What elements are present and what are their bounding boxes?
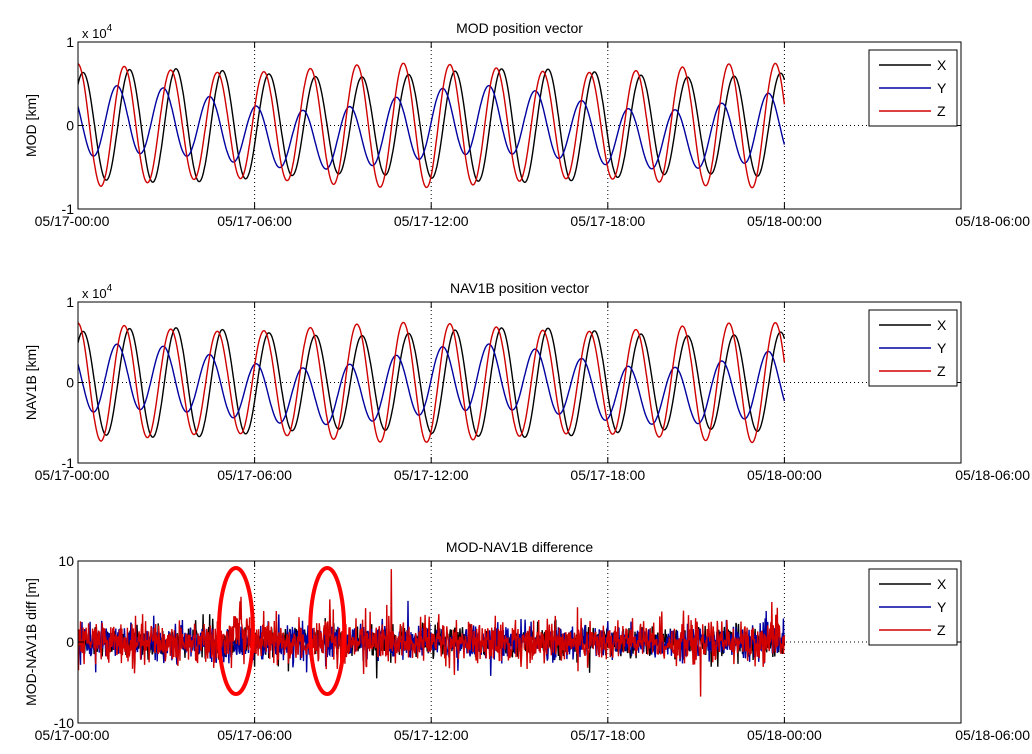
legend: XYZ (868, 568, 958, 646)
x-tick-label: 05/17-18:00 (570, 467, 645, 483)
chart-title: MOD-NAV1B difference (446, 539, 594, 555)
x-tick-label: 05/18-00:00 (747, 213, 822, 229)
legend-label-x: X (937, 317, 947, 333)
x-tick-label: 05/17-06:00 (217, 467, 292, 483)
subplot-2: 05/17-00:00 05/17-06:00 05/17-12:00 05/17-1… (23, 280, 1030, 483)
x-tick-label: 05/17-18:00 (570, 213, 645, 229)
x-tick-label: 05/17-12:00 (394, 213, 469, 229)
x-tick-label: 05/17-18:00 (570, 727, 645, 743)
subplot-3: 05/17-00:00 05/17-06:00 05/17-12:00 05/17-1… (23, 539, 1030, 743)
series-line-y (78, 84, 786, 170)
legend: XYZ (868, 49, 958, 127)
y-exponent-label: x 104 (82, 23, 113, 41)
x-tick-label: 05/17-00:00 (35, 213, 110, 229)
x-tick-label: 05/17-12:00 (394, 727, 469, 743)
series-line-z (78, 62, 786, 189)
highlight-ellipse-2 (308, 566, 347, 696)
y-exponent-label: x 104 (82, 283, 113, 301)
x-tick-label: 05/18-06:00 (955, 727, 1030, 743)
highlight-ellipse-1 (216, 566, 255, 696)
chart-title: NAV1B position vector (450, 280, 589, 296)
x-tick-label: 05/17-06:00 (217, 213, 292, 229)
legend-label-y: Y (937, 80, 947, 96)
legend-label-y: Y (937, 599, 947, 615)
x-tick-label: 05/18-00:00 (747, 467, 822, 483)
legend-label-x: X (937, 576, 947, 592)
y-tick-label: 0 (66, 118, 74, 134)
y-axis-label: NAV1B [km] (23, 345, 39, 420)
x-tick-label: 05/18-06:00 (955, 467, 1030, 483)
chart-title: MOD position vector (456, 20, 583, 36)
legend: XYZ (868, 309, 958, 387)
y-tick-label: 0 (66, 375, 74, 391)
y-tick-label: -10 (54, 715, 74, 731)
y-tick-label: 10 (58, 553, 74, 569)
x-tick-label: 05/17-00:00 (35, 467, 110, 483)
x-tick-label: 05/17-06:00 (217, 727, 292, 743)
x-tick-label: 05/18-06:00 (955, 213, 1030, 229)
y-tick-label: 1 (66, 34, 74, 50)
legend-label-y: Y (937, 340, 947, 356)
x-tick-label: 05/17-12:00 (394, 467, 469, 483)
y-tick-label: 0 (66, 634, 74, 650)
y-axis-label: MOD-NAV1B diff [m] (23, 578, 39, 706)
legend-label-z: Z (937, 363, 946, 379)
legend-label-z: Z (937, 103, 946, 119)
x-tick-label: 05/17-00:00 (35, 727, 110, 743)
series-line-z (78, 321, 786, 444)
y-tick-label: 1 (66, 294, 74, 310)
series-line-y (78, 343, 786, 426)
y-axis-label: MOD [km] (23, 94, 39, 157)
legend-label-z: Z (937, 622, 946, 638)
legend-label-x: X (937, 57, 947, 73)
subplot-1: 05/17-00:00 05/17-06:00 05/17-12:00 05/17-1… (23, 20, 1030, 229)
y-tick-label: -1 (62, 455, 75, 471)
y-tick-label: -1 (62, 201, 75, 217)
series-line-z (78, 569, 786, 697)
x-tick-label: 05/18-00:00 (747, 727, 822, 743)
